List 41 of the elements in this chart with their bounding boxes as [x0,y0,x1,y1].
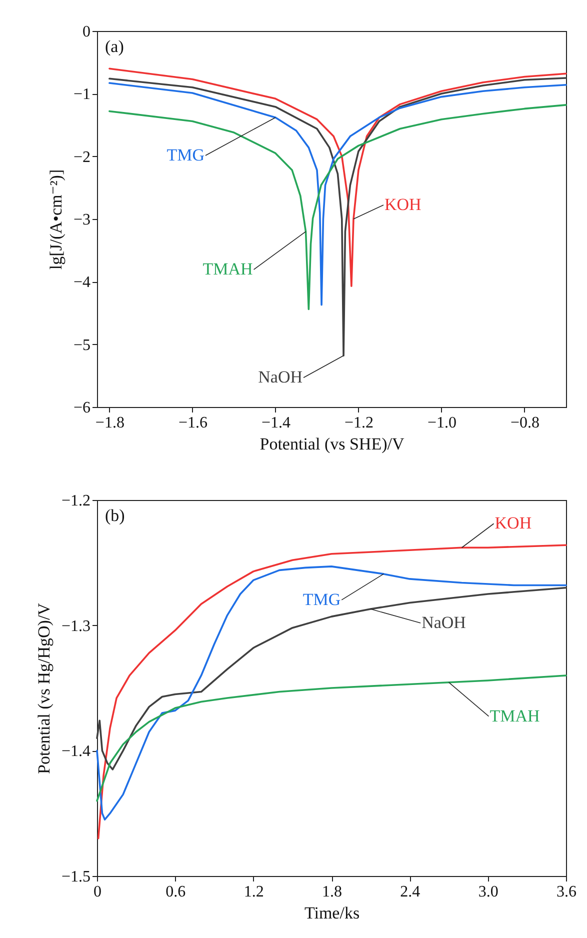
series-label: KOH [494,514,532,533]
series-label: KOH [384,195,422,214]
x-tick-label: 0 [94,884,102,900]
y-axis-title: Potential (vs Hg/HgO)/V [34,602,54,774]
x-tick-label: −1.6 [178,414,208,432]
x-tick-label: −1.4 [261,414,290,432]
x-tick-label: 3.0 [478,884,498,900]
y-tick-label: −3 [73,212,90,228]
x-tick-label: 1.2 [244,884,264,900]
y-tick-label: −1.5 [61,868,90,886]
y-tick-label: −1 [73,86,90,104]
x-tick-label: −1.2 [344,414,374,432]
y-axis-title: lg[J/(A•cm⁻²)] [46,169,66,270]
text: TMG [166,145,204,164]
line-series [96,586,567,770]
text: NaOH [258,368,303,387]
text: TMAH [202,260,253,279]
y-tick-label: −1.2 [61,492,90,510]
series-label: TMG [302,590,341,609]
x-tick-label: 0.6 [166,884,186,900]
y-tick-label: −2 [73,148,90,166]
y-tick-label: −5 [73,336,90,354]
annotation: (b) [105,506,125,525]
y-tick-label: −1.4 [61,743,90,760]
x-tick-label: −1.0 [427,414,456,432]
series-label: NaOH [422,613,466,632]
x-axis-title: Time/ks [304,904,360,922]
y-tick-label: −4 [73,274,90,292]
line-series [108,77,567,357]
y-tick-label: −1.3 [61,618,90,635]
x-tick-label: 3.6 [556,884,576,900]
y-tick-label: 0 [82,24,90,40]
y-tick-label: −6 [73,400,90,416]
x-axis-title: Potential (vs SHE)/V [260,434,405,454]
x-tick-label: 2.4 [400,884,420,900]
series-label: TMAH [490,706,540,726]
x-tick-label: −0.8 [510,414,540,432]
x-tick-label: 1.8 [322,884,342,900]
line-series [96,674,567,802]
annotation: (a) [105,37,124,56]
x-tick-label: −1.8 [95,414,124,432]
